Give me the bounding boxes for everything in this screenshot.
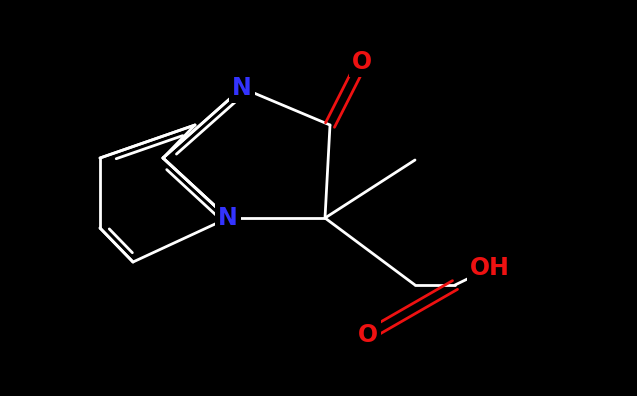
Text: OH: OH (470, 256, 510, 280)
Text: N: N (218, 206, 238, 230)
Text: N: N (232, 76, 252, 100)
Text: O: O (358, 323, 378, 347)
Text: O: O (352, 50, 372, 74)
